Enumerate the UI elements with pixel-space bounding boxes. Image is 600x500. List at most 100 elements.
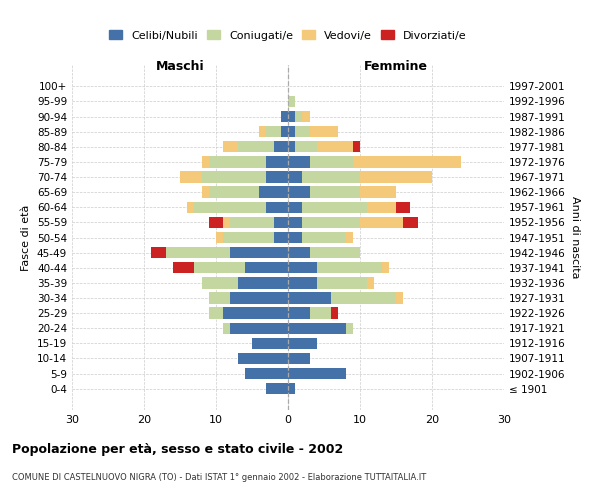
Y-axis label: Fasce di età: Fasce di età (22, 204, 31, 270)
Bar (194, 262, 245, 274)
Bar (288, 383, 295, 394)
Bar (396, 202, 410, 213)
Bar (230, 247, 288, 258)
Bar (367, 277, 374, 288)
Bar (288, 172, 302, 182)
Bar (302, 232, 346, 243)
Bar (288, 186, 310, 198)
Bar (302, 172, 360, 182)
Bar (281, 126, 288, 138)
Bar (302, 216, 360, 228)
Bar (288, 292, 331, 304)
Bar (274, 232, 288, 243)
Bar (202, 186, 209, 198)
Bar (288, 111, 295, 122)
Bar (317, 277, 367, 288)
Bar (259, 186, 288, 198)
Bar (274, 141, 288, 152)
Bar (223, 141, 238, 152)
Bar (194, 202, 266, 213)
Bar (403, 216, 418, 228)
Bar (302, 111, 310, 122)
Bar (310, 308, 331, 318)
Bar (288, 126, 295, 138)
Bar (288, 368, 346, 379)
Bar (281, 111, 288, 122)
Bar (288, 322, 346, 334)
Bar (151, 247, 166, 258)
Bar (209, 216, 223, 228)
Bar (266, 383, 288, 394)
Bar (223, 216, 230, 228)
Bar (223, 308, 288, 318)
Bar (187, 202, 194, 213)
Bar (209, 292, 230, 304)
Bar (230, 292, 288, 304)
Bar (266, 202, 288, 213)
Text: Popolazione per età, sesso e stato civile - 2002: Popolazione per età, sesso e stato civil… (12, 442, 343, 456)
Bar (367, 202, 396, 213)
Bar (288, 277, 317, 288)
Bar (230, 216, 274, 228)
Bar (331, 292, 396, 304)
Bar (173, 262, 194, 274)
Bar (288, 338, 317, 349)
Bar (288, 247, 310, 258)
Text: Maschi: Maschi (155, 60, 205, 73)
Bar (209, 308, 223, 318)
Bar (288, 96, 295, 107)
Bar (310, 247, 360, 258)
Bar (288, 262, 317, 274)
Bar (252, 338, 288, 349)
Bar (382, 262, 389, 274)
Bar (223, 322, 230, 334)
Bar (310, 126, 338, 138)
Bar (202, 172, 266, 182)
Bar (360, 216, 403, 228)
Bar (295, 141, 317, 152)
Bar (266, 126, 281, 138)
Bar (288, 202, 302, 213)
Bar (317, 141, 353, 152)
Bar (288, 353, 310, 364)
Bar (259, 126, 266, 138)
Bar (346, 322, 353, 334)
Bar (202, 156, 209, 168)
Bar (310, 156, 353, 168)
Bar (396, 292, 403, 304)
Bar (230, 322, 288, 334)
Bar (266, 172, 288, 182)
Y-axis label: Anni di nascita: Anni di nascita (569, 196, 580, 279)
Bar (238, 141, 274, 152)
Text: Femmine: Femmine (364, 60, 428, 73)
Bar (288, 308, 310, 318)
Bar (288, 156, 310, 168)
Bar (216, 232, 223, 243)
Bar (202, 277, 238, 288)
Bar (223, 232, 274, 243)
Bar (245, 368, 288, 379)
Bar (238, 277, 288, 288)
Bar (238, 353, 288, 364)
Bar (288, 141, 295, 152)
Bar (166, 247, 230, 258)
Bar (274, 216, 288, 228)
Bar (288, 232, 302, 243)
Bar (353, 156, 461, 168)
Bar (295, 126, 310, 138)
Bar (317, 262, 382, 274)
Bar (180, 172, 202, 182)
Bar (346, 232, 353, 243)
Bar (310, 186, 360, 198)
Text: COMUNE DI CASTELNUOVO NIGRA (TO) - Dati ISTAT 1° gennaio 2002 - Elaborazione TUT: COMUNE DI CASTELNUOVO NIGRA (TO) - Dati … (12, 472, 426, 482)
Bar (209, 186, 259, 198)
Bar (360, 172, 432, 182)
Bar (331, 308, 338, 318)
Bar (302, 202, 367, 213)
Bar (295, 111, 302, 122)
Bar (266, 156, 288, 168)
Bar (353, 141, 360, 152)
Bar (360, 186, 396, 198)
Bar (245, 262, 288, 274)
Legend: Celibi/Nubili, Coniugati/e, Vedovi/e, Divorziati/e: Celibi/Nubili, Coniugati/e, Vedovi/e, Di… (105, 26, 471, 45)
